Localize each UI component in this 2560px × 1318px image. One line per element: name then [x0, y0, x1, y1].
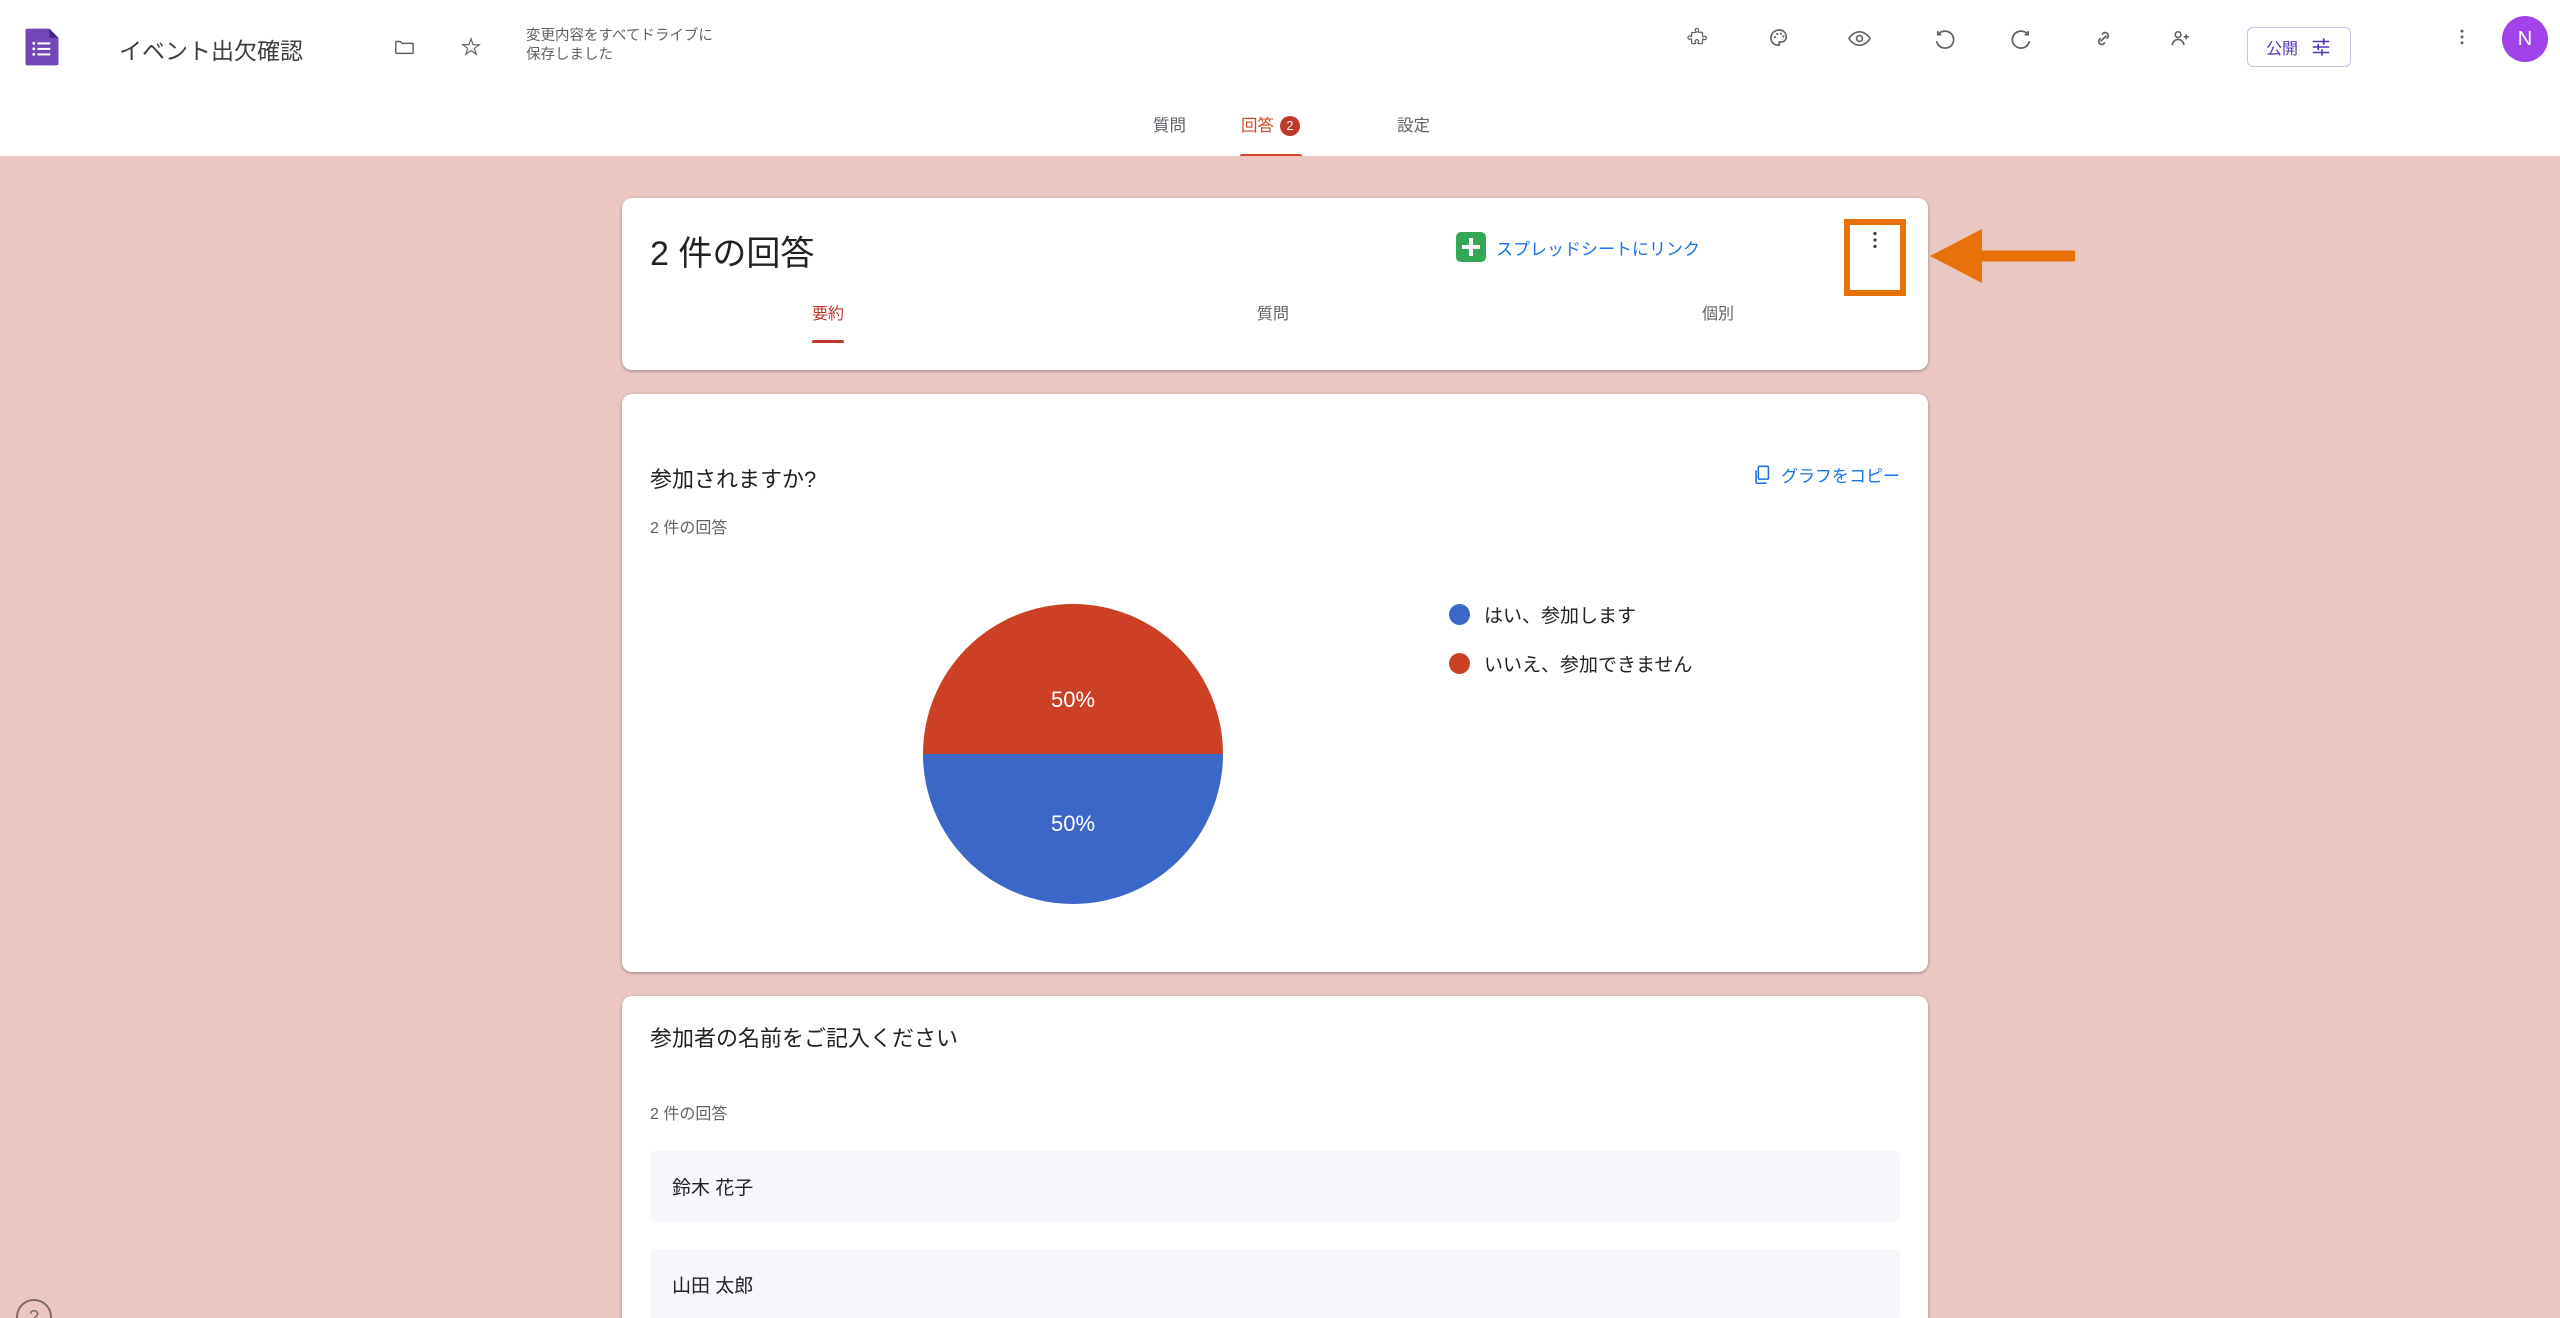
svg-text:50%: 50%	[1051, 811, 1095, 836]
svg-text:50%: 50%	[1051, 687, 1095, 712]
